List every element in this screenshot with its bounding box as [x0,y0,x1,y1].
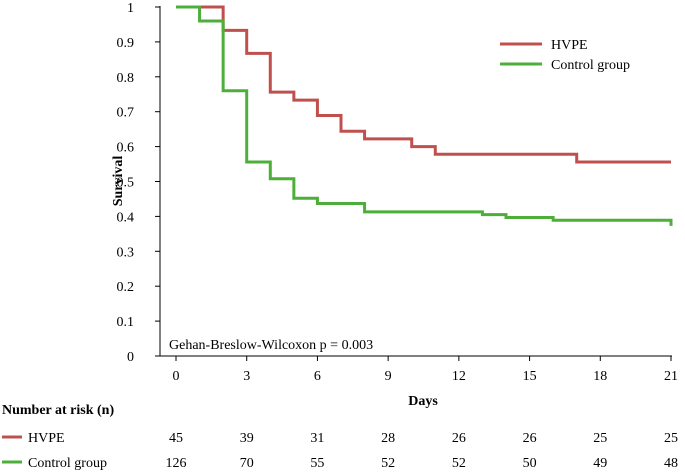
y-tick-label: 0 [127,350,134,365]
x-tick-label: 0 [173,369,180,384]
series-line-hvpe [176,5,671,164]
risk-row-label: HVPE [28,431,65,446]
risk-value: 50 [523,456,537,471]
y-tick-label: 0.7 [117,106,135,121]
risk-value: 70 [240,456,254,471]
series-line-control-group [176,5,673,226]
risk-value: 48 [664,456,678,471]
risk-table-title: Number at risk (n) [2,403,114,418]
risk-row-label: Control group [28,456,107,471]
risk-value: 126 [166,456,187,471]
risk-value: 28 [381,431,395,446]
risk-table: Number at risk (n) HVPE 45 39 31 28 26 26 25 25 C… [2,403,678,471]
test-annotation: Gehan-Breslow-Wilcoxon p = 0.003 [169,338,373,353]
axes: 0 0.1 0.2 0.3 0.4 0.5 0.6 0.7 0.8 0.9 1 0 3 6 9 12 15 18 2… [117,1,679,384]
legend: HVPE Control group [500,38,630,73]
x-tick-label: 9 [385,369,392,384]
x-axis-title: Days [408,394,438,409]
y-tick-label: 0.5 [117,176,135,191]
y-tick-label: 0.2 [117,280,135,295]
x-tick-label: 15 [523,369,537,384]
risk-value: 26 [452,431,466,446]
x-tick-label: 18 [593,369,607,384]
y-tick-label: 0.9 [117,36,135,51]
y-tick-label: 0.4 [117,210,135,225]
y-axis-title: Survival [111,156,126,207]
x-tick-label: 12 [452,369,466,384]
legend-label: HVPE [551,38,588,53]
risk-value: 31 [310,431,324,446]
risk-value: 26 [523,431,537,446]
x-tick-label: 3 [243,369,250,384]
risk-value: 39 [240,431,254,446]
y-tick-label: 0.8 [117,71,135,86]
y-tick-label: 0.1 [117,315,135,330]
risk-value: 55 [310,456,324,471]
series-layer [176,5,673,226]
risk-value: 52 [452,456,466,471]
x-tick-label: 21 [664,369,678,384]
y-tick-label: 0.6 [117,141,135,156]
risk-value: 45 [169,431,183,446]
risk-value: 25 [664,431,678,446]
risk-value: 49 [593,456,607,471]
y-tick-label: 0.3 [117,245,135,260]
x-tick-label: 6 [314,369,321,384]
risk-value: 52 [381,456,395,471]
risk-value: 25 [593,431,607,446]
y-tick-label: 1 [127,1,134,16]
legend-label: Control group [551,58,630,73]
